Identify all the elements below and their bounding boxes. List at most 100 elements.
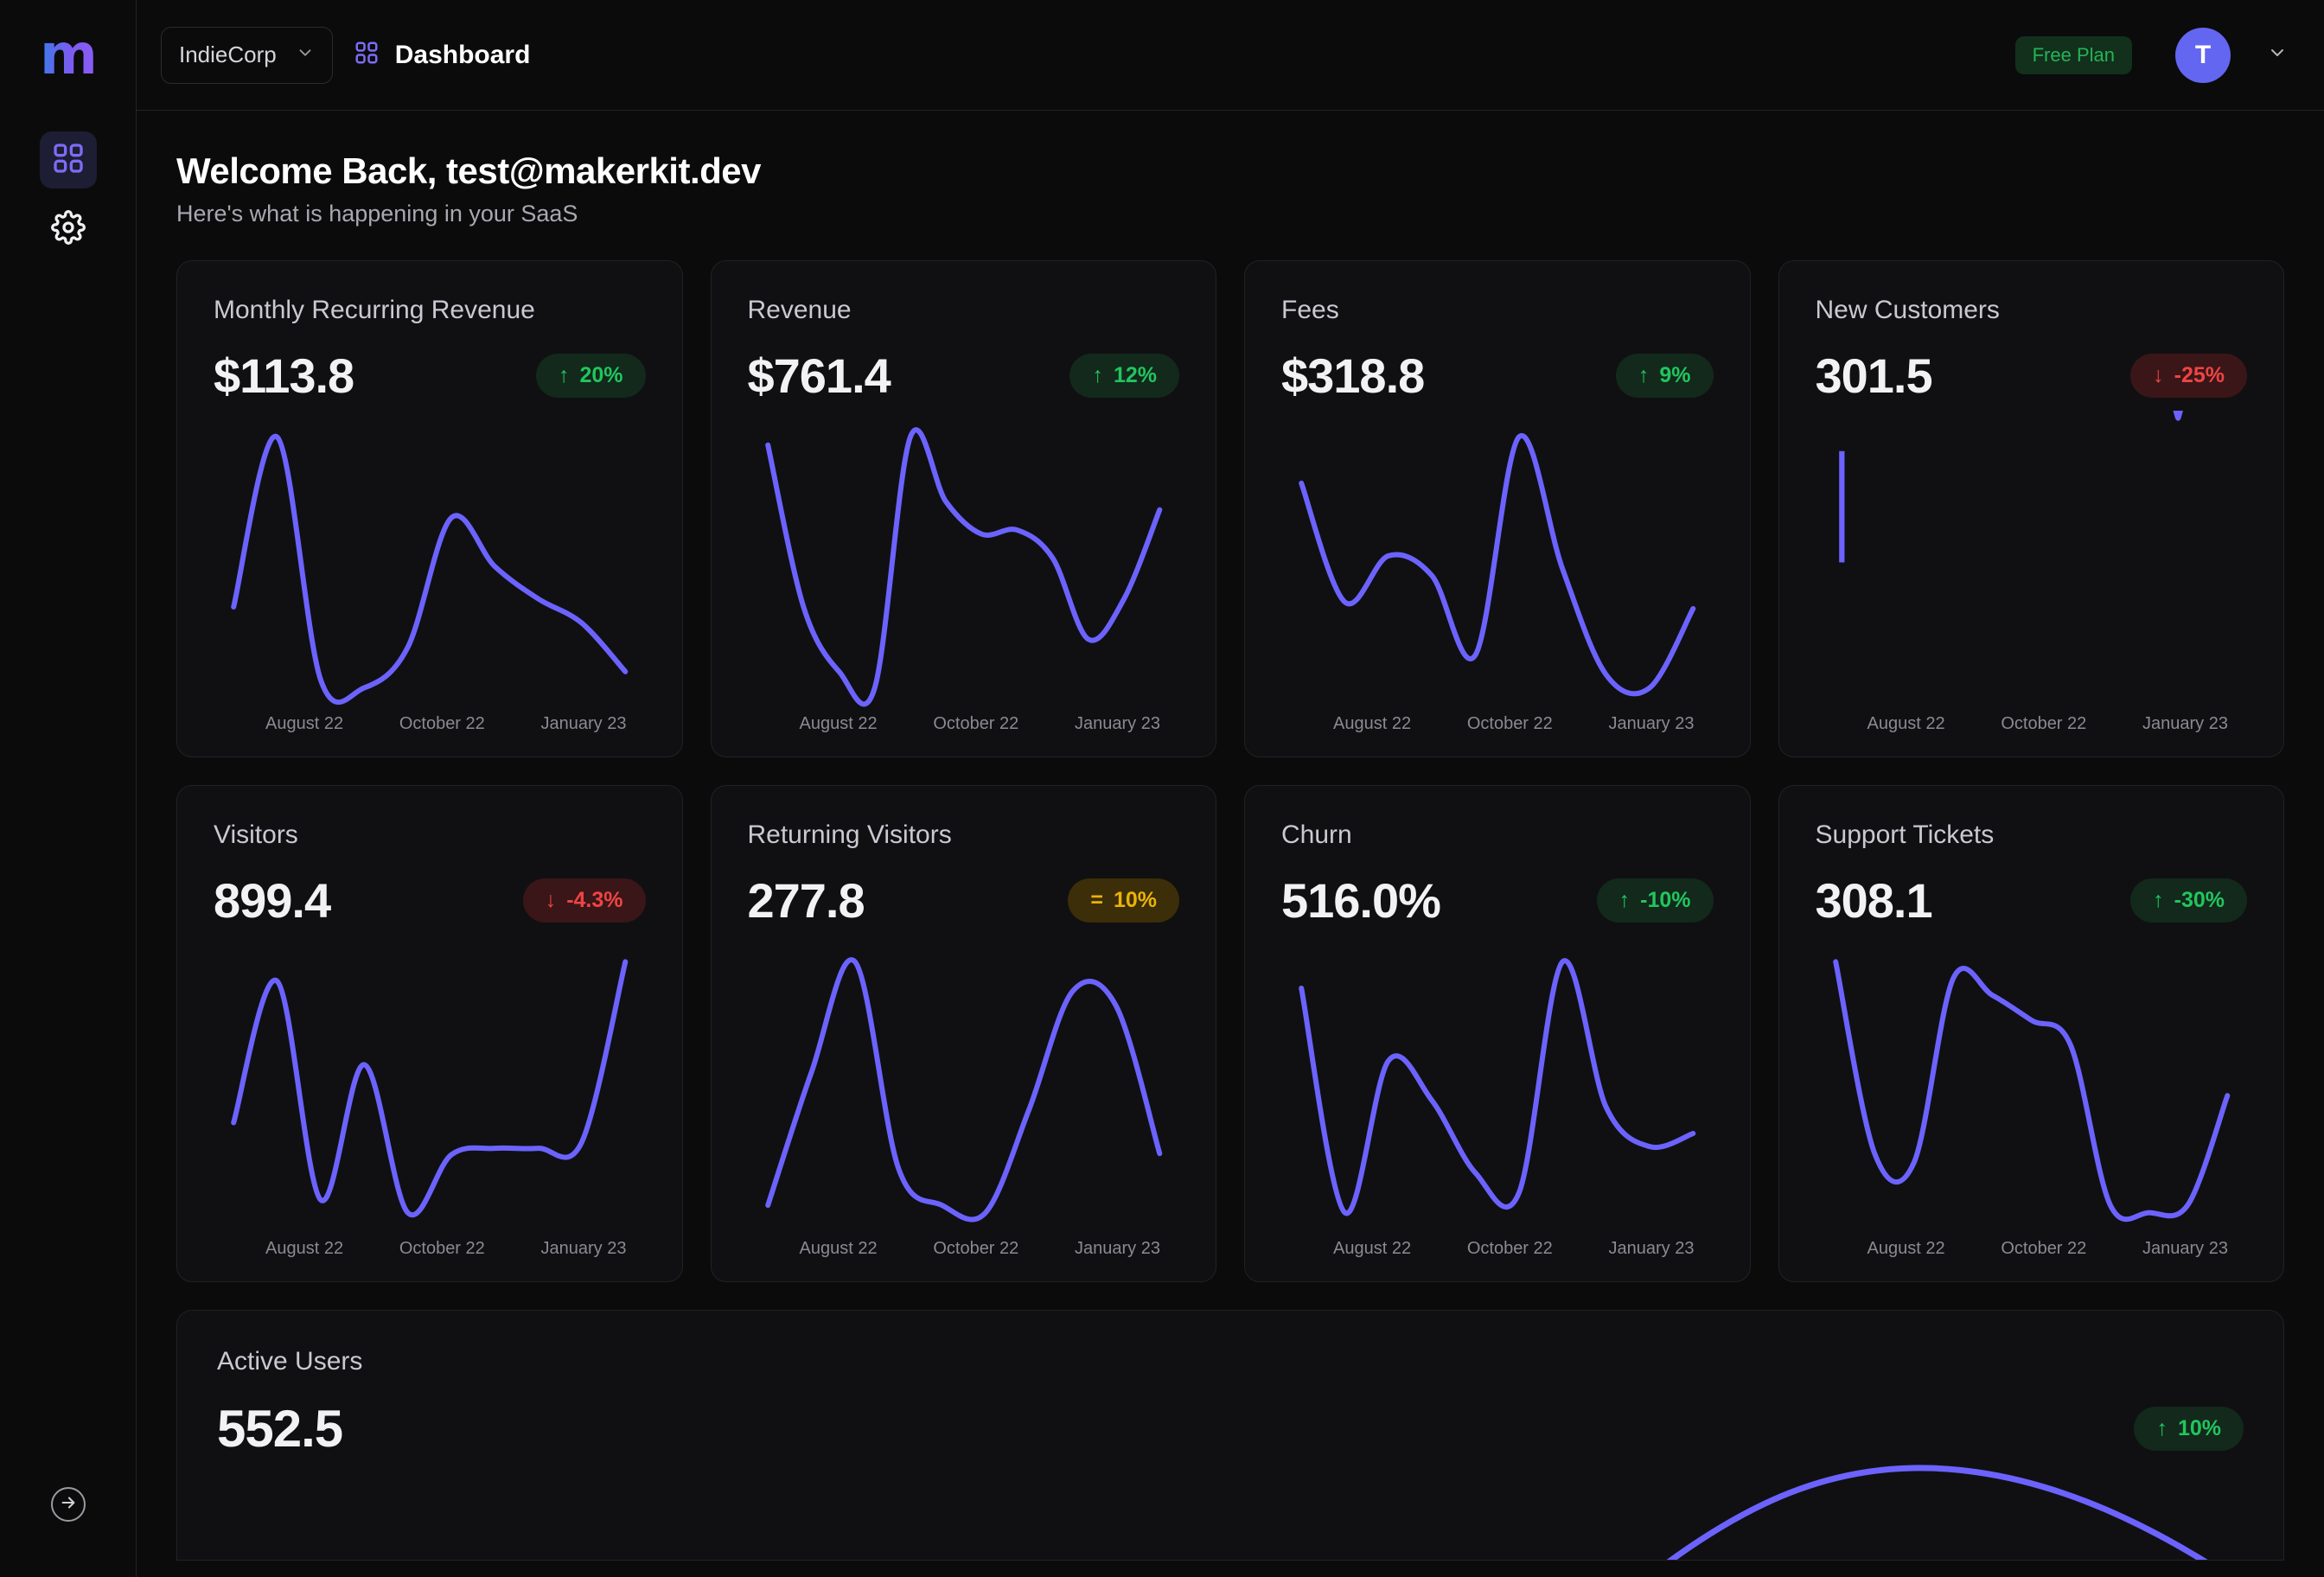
trend-label: -10% — [1640, 888, 1691, 912]
chevron-down-icon — [296, 43, 315, 67]
status-badge: ↓ -4.3% — [522, 878, 646, 923]
chart-x-axis: August 22 October 22 January 23 — [1281, 1239, 1714, 1281]
page-title: Dashboard — [394, 40, 531, 69]
axis-tick-label: October 22 — [2001, 1239, 2087, 1258]
card-value: 301.5 — [1815, 348, 1933, 403]
chart-x-axis: August 22 October 22 January 23 — [1816, 714, 2248, 757]
axis-tick-label: August 22 — [799, 714, 878, 733]
metric-card[interactable]: Support Tickets 308.1 ↑ -30% August 22 Octobe… — [1778, 785, 2284, 1282]
active-users-card[interactable]: Active Users 552.5 ↑ 10% — [176, 1310, 2284, 1561]
metric-card[interactable]: Fees $318.8 ↑ 9% August 22 October 22 January … — [1244, 260, 1751, 757]
card-value: 516.0% — [1281, 873, 1441, 928]
chart-x-axis: August 22 October 22 January 23 — [1281, 714, 1714, 757]
grid-icon — [51, 141, 86, 180]
chevron-down-icon — [2267, 42, 2288, 67]
welcome-subheading: Here's what is happening in your SaaS — [176, 201, 578, 227]
axis-tick-label: October 22 — [2001, 714, 2087, 733]
arrow-up-icon: ↑ — [1618, 888, 1631, 912]
axis-tick-label: October 22 — [1466, 714, 1553, 733]
axis-tick-label: October 22 — [1466, 1239, 1553, 1258]
axis-tick-label: August 22 — [1867, 1239, 1945, 1258]
axis-tick-label: January 23 — [2142, 1239, 2228, 1258]
arrow-up-icon: ↑ — [1092, 363, 1103, 387]
metric-card[interactable]: Visitors 899.4 ↓ -4.3% August 22 October 22 Ja… — [176, 785, 683, 1282]
makerkit-logo-icon: m — [40, 23, 98, 87]
metric-card[interactable]: Revenue $761.4 ↑ 12% August 22 October 22 Janu… — [710, 260, 1216, 757]
sparkline-chart — [1281, 935, 1714, 1239]
sidebar-item-settings[interactable] — [40, 201, 97, 258]
metric-card[interactable]: New Customers 301.5 ↓ -25% August 22 October … — [1778, 260, 2284, 757]
axis-tick-label: August 22 — [265, 714, 344, 733]
sidebar-nav — [39, 131, 97, 258]
card-value: 899.4 — [214, 873, 331, 928]
trend-label: -4.3% — [566, 888, 623, 912]
status-badge: ↑ 12% — [1069, 354, 1179, 398]
avatar[interactable]: T — [2175, 27, 2231, 83]
welcome-heading: Welcome Back, test@makerkit.dev — [176, 150, 762, 191]
axis-tick-label: August 22 — [1333, 1239, 1412, 1258]
sparkline-chart — [748, 411, 1180, 714]
sparkline-chart — [214, 935, 646, 1239]
card-value: 308.1 — [1815, 873, 1933, 928]
trend-label: 9% — [1659, 363, 1691, 387]
dashboard-content: Welcome Back, test@makerkit.dev Here's w… — [137, 111, 2324, 1577]
trend-label: -25% — [2174, 363, 2225, 387]
axis-tick-label: August 22 — [1333, 714, 1412, 733]
breadcrumb: Dashboard — [354, 40, 531, 70]
axis-tick-label: January 23 — [2142, 714, 2228, 733]
sidebar-item-dashboard[interactable] — [39, 131, 97, 188]
arrow-up-icon: ↑ — [558, 363, 570, 387]
grid-icon — [354, 40, 380, 70]
trend-label: 20% — [579, 363, 623, 387]
metric-card[interactable]: Returning Visitors 277.8 = 10% August 22 Octo… — [710, 785, 1216, 1282]
card-header-row: 308.1 ↑ -30% — [1815, 872, 2247, 929]
brand-logo[interactable]: m — [0, 0, 136, 111]
organization-selector[interactable]: IndieCorp — [161, 26, 333, 84]
card-value: $318.8 — [1281, 348, 1425, 403]
arrow-down-icon: ↓ — [545, 888, 557, 912]
main-area: IndieCorp Dashboard Free Plan — [137, 0, 2324, 1577]
axis-tick-label: October 22 — [933, 714, 1019, 733]
card-title: Monthly Recurring Revenue — [214, 296, 535, 324]
topbar: IndieCorp Dashboard Free Plan — [137, 0, 2324, 111]
card-title: Revenue — [747, 296, 852, 324]
arrow-down-icon: ↓ — [2153, 363, 2164, 387]
card-title: Fees — [1281, 296, 1339, 324]
axis-tick-label: January 23 — [1075, 1239, 1160, 1258]
trend-label: -30% — [2174, 888, 2225, 912]
active-users-sparkline — [177, 1465, 2283, 1561]
card-value: 552.5 — [217, 1400, 343, 1458]
trend-label: 10% — [2177, 1416, 2221, 1440]
equals-icon: = — [1090, 888, 1103, 912]
card-header-row: $318.8 ↑ 9% — [1281, 348, 1714, 404]
sparkline-chart — [1281, 411, 1714, 714]
card-header-row: 277.8 = 10% — [748, 872, 1179, 929]
metric-card[interactable]: Monthly Recurring Revenue $113.8 ↑ 20% Augus… — [176, 260, 683, 757]
sidebar-expand-button[interactable] — [50, 1487, 86, 1522]
sidebar-expand-wrap — [0, 1487, 136, 1522]
sparkline-chart — [1816, 935, 2248, 1239]
chart-x-axis: August 22 October 22 January 23 — [748, 714, 1180, 757]
trend-label: 10% — [1113, 888, 1157, 912]
status-badge: = 10% — [1068, 878, 1179, 923]
status-badge: ↑ -30% — [2130, 878, 2247, 923]
axis-tick-label: January 23 — [540, 714, 627, 733]
plan-badge[interactable]: Free Plan — [2014, 35, 2132, 74]
metric-card[interactable]: Churn 516.0% ↑ -10% August 22 October 22 Janua… — [1244, 785, 1751, 1282]
card-title: Active Users — [217, 1347, 363, 1376]
axis-tick-label: August 22 — [265, 1239, 344, 1258]
arrow-right-circle-icon — [59, 1493, 78, 1516]
axis-tick-label: August 22 — [799, 1239, 878, 1258]
card-title: New Customers — [1815, 296, 2000, 324]
chart-x-axis: August 22 October 22 January 23 — [1816, 1239, 2248, 1281]
axis-tick-label: October 22 — [933, 1239, 1019, 1258]
organization-name: IndieCorp — [179, 42, 277, 67]
card-title: Visitors — [214, 820, 298, 849]
avatar-menu-button[interactable] — [2267, 42, 2288, 67]
axis-tick-label: January 23 — [540, 1239, 627, 1258]
chart-x-axis: August 22 October 22 January 23 — [214, 714, 646, 757]
sidebar: m — [0, 0, 137, 1577]
status-badge: ↓ -25% — [2130, 354, 2247, 398]
axis-tick-label: January 23 — [1075, 714, 1160, 733]
